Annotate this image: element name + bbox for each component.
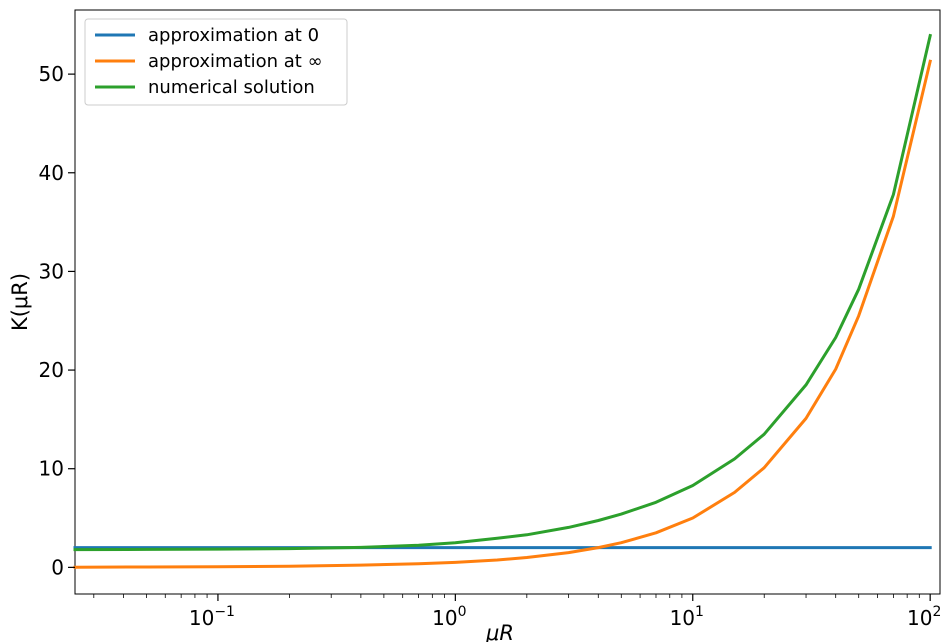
y-tick-label: 50 (39, 62, 64, 86)
x-tick-label: 100 (432, 604, 466, 630)
y-tick-label: 30 (39, 259, 64, 283)
x-tick-label: 101 (670, 604, 704, 630)
y-axis: 0 10 20 30 40 50 (39, 62, 75, 579)
legend-label-approximation-at-infinity: approximation at ∞ (148, 51, 323, 72)
y-tick-label: 0 (51, 555, 64, 579)
x-axis: 10−1 100 101 102 (94, 594, 942, 630)
series-line-numerical-solution (75, 36, 930, 550)
series-layer (75, 36, 930, 568)
legend-label-approximation-at-0: approximation at 0 (148, 25, 319, 46)
legend: approximation at 0 approximation at ∞ nu… (85, 19, 347, 105)
y-axis-label: K(μR) (8, 273, 32, 331)
y-tick-label: 40 (39, 161, 64, 185)
x-axis-label: μR (485, 621, 514, 642)
x-tick-label: 10−1 (189, 604, 235, 630)
series-line-approximation-at-infinity (75, 61, 930, 567)
x-tick-label: 102 (907, 604, 941, 630)
y-tick-label: 20 (39, 358, 64, 382)
y-tick-label: 10 (39, 457, 64, 481)
legend-label-numerical-solution: numerical solution (148, 77, 315, 98)
